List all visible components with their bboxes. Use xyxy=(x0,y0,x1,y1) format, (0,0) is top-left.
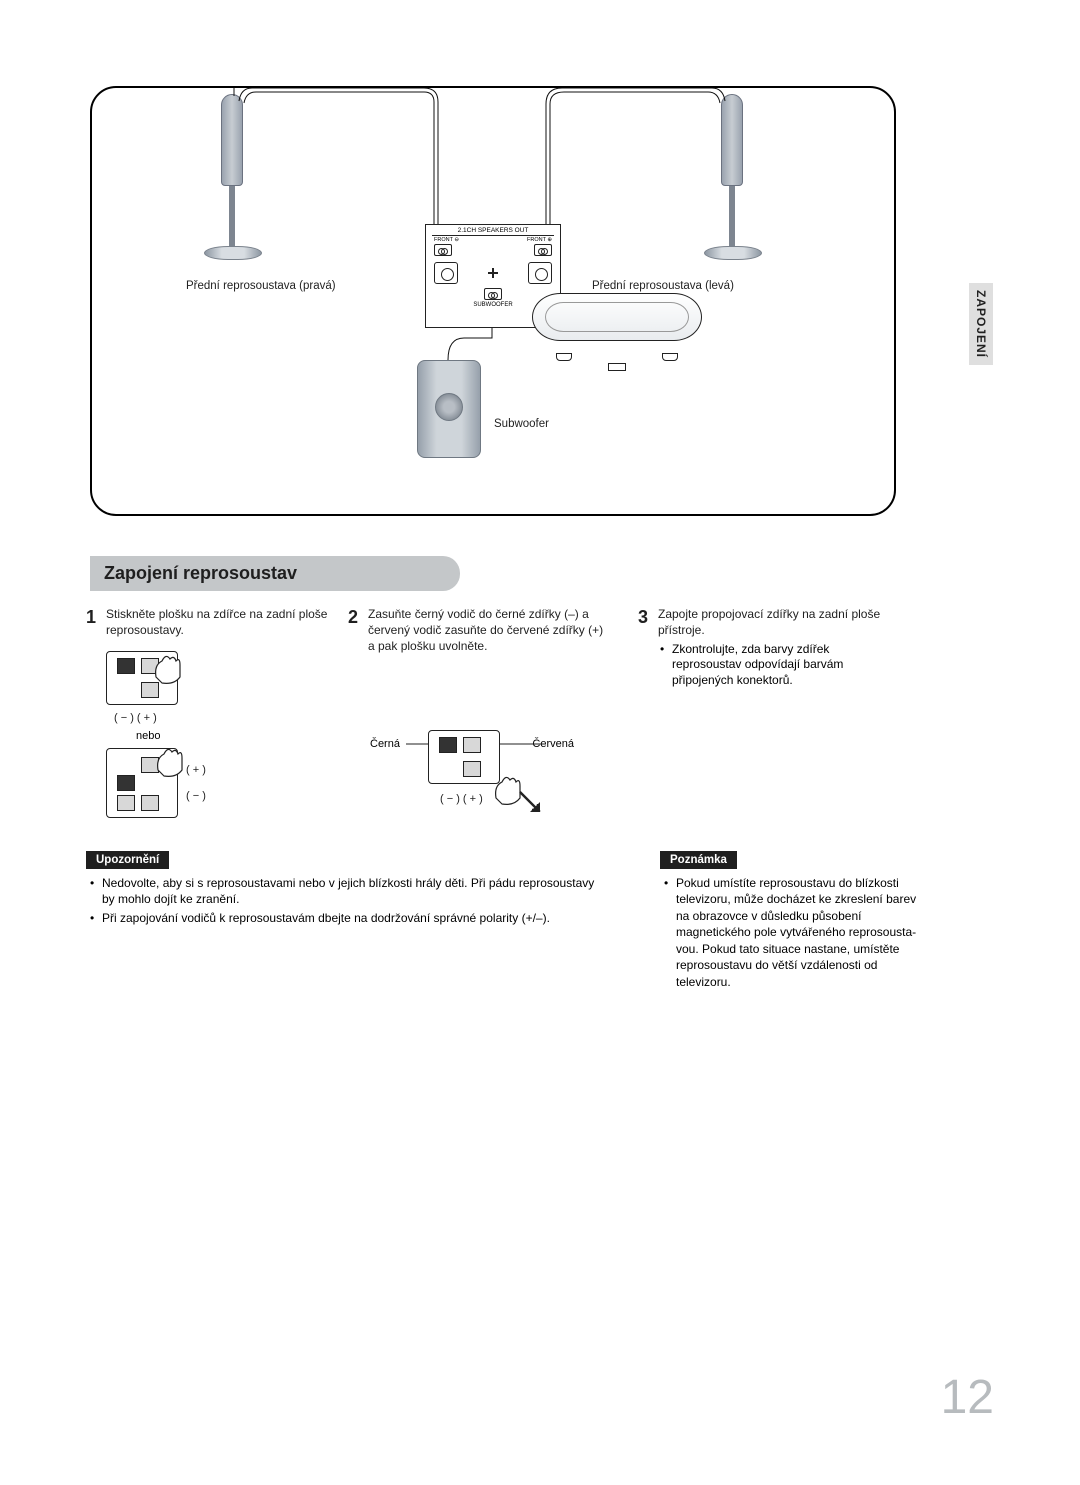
wiring-diagram: Přední reprosoustava (pravá) Přední repr… xyxy=(90,86,896,516)
step-1-plus: ( + ) xyxy=(186,764,206,776)
step-1-or: nebo xyxy=(136,730,336,742)
step-3-num: 3 xyxy=(638,607,658,818)
step-3-text: Zapojte propojovací zdířky na zadní ploš… xyxy=(658,607,898,639)
section-title-bar: Zapojení reprosoustav xyxy=(90,556,460,591)
section-title: Zapojení reprosoustav xyxy=(104,563,297,584)
step-1-num: 1 xyxy=(86,607,106,818)
step-1-minus: ( − ) xyxy=(186,790,206,802)
warning-block: Upozornění Nedovolte, aby si s reprosous… xyxy=(86,850,606,993)
player-unit xyxy=(532,293,702,355)
step-3: 3 Zapojte propojovací zdířky na zadní pl… xyxy=(638,607,898,818)
warning-item: Nedovolte, aby si s reprosoustavami nebo… xyxy=(86,875,606,908)
label-front-right: Přední reprosoustava (pravá) xyxy=(186,280,336,292)
warning-badge: Upozornění xyxy=(86,851,169,869)
note-block: Poznámka Pokud umístíte reprosoustavu do… xyxy=(660,850,920,993)
step-2-num: 2 xyxy=(348,607,368,818)
step-1: 1 Stiskněte plošku na zdířce na zadní pl… xyxy=(86,607,336,818)
step-2-black: Černá xyxy=(370,738,400,750)
notices-row: Upozornění Nedovolte, aby si s reprosous… xyxy=(86,850,994,993)
step-2-illustration: Černá Červená ( − ) ( + ) xyxy=(368,694,588,805)
note-badge: Poznámka xyxy=(660,851,737,869)
step-2-text: Zasuňte černý vodič do černé zdířky (–) … xyxy=(368,607,608,654)
arrow-icon xyxy=(518,790,548,820)
step-1-text: Stiskněte plošku na zdířce na zadní ploš… xyxy=(106,607,336,639)
label-subwoofer: Subwoofer xyxy=(494,418,549,430)
section-tab: ZAPOJENÍ xyxy=(969,283,993,365)
panel-front-l: FRONT ⊖ xyxy=(434,237,459,243)
label-front-left: Přední reprosoustava (levá) xyxy=(592,280,734,292)
step-3-bullet: Zkontrolujte, zda barvy zdířek reprosous… xyxy=(658,642,898,689)
section-tab-label: ZAPOJENÍ xyxy=(974,290,988,358)
note-item: Pokud umístíte reprosoustavu do blízkost… xyxy=(660,875,920,991)
steps-row: 1 Stiskněte plošku na zdířce na zadní pl… xyxy=(86,607,994,818)
warning-item: Při zapojování vodičů k reprosoustavám d… xyxy=(86,910,606,927)
step-2: 2 Zasuňte černý vodič do černé zdířky (–… xyxy=(348,607,608,818)
page-number: 12 xyxy=(941,1370,994,1425)
step-1-polarity: ( − ) ( + ) xyxy=(114,712,336,724)
step-1-illustration: ( − ) ( + ) nebo ( + ) ( − ) xyxy=(106,651,336,818)
subwoofer xyxy=(417,360,481,458)
panel-front-r: FRONT ⊕ xyxy=(527,237,552,243)
step-2-polarity: ( − ) ( + ) xyxy=(440,793,588,805)
panel-title: 2.1CH SPEAKERS OUT xyxy=(426,227,560,234)
